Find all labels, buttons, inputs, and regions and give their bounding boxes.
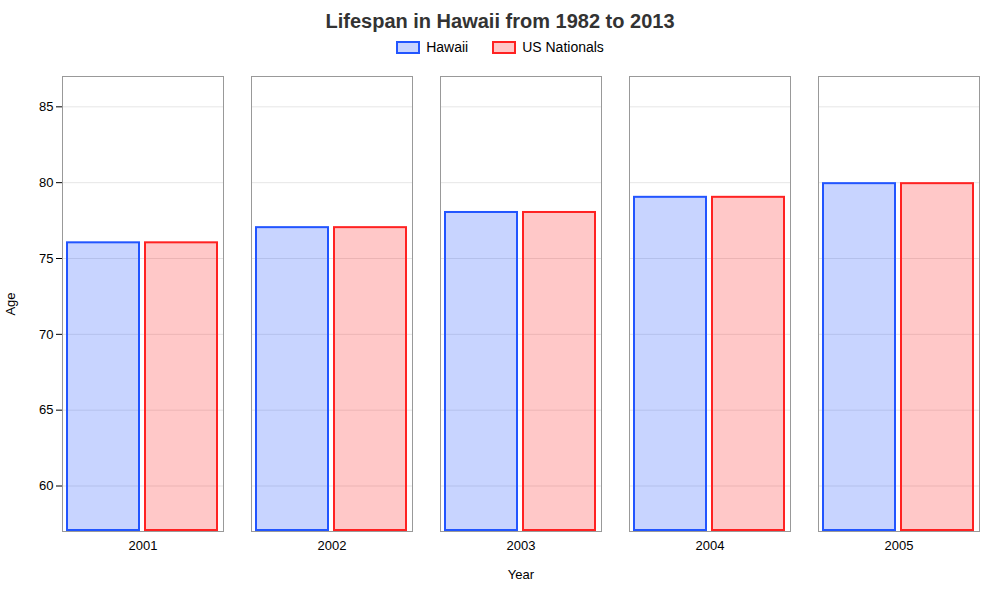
html-text:US Nationals: US Nationals — [522, 39, 604, 55]
svg-text:2003: 2003 — [507, 538, 536, 553]
svg-text:Year: Year — [508, 567, 535, 582]
svg-text:Age: Age — [3, 292, 18, 315]
svg-text:85: 85 — [39, 99, 53, 114]
svg-text:2005: 2005 — [885, 538, 914, 553]
svg-text:2004: 2004 — [696, 538, 725, 553]
svg-text:65: 65 — [39, 402, 53, 417]
svg-text:2001: 2001 — [129, 538, 158, 553]
svg-text:80: 80 — [39, 175, 53, 190]
svg-text:2002: 2002 — [318, 538, 347, 553]
html-text:Hawaii: Hawaii — [426, 39, 469, 55]
svg-text:70: 70 — [39, 326, 53, 341]
svg-text:60: 60 — [39, 478, 53, 493]
svg-text:75: 75 — [39, 251, 53, 266]
html-text:Lifespan in Hawaii from 1982 t: Lifespan in Hawaii from 1982 to 2013 — [325, 10, 675, 32]
